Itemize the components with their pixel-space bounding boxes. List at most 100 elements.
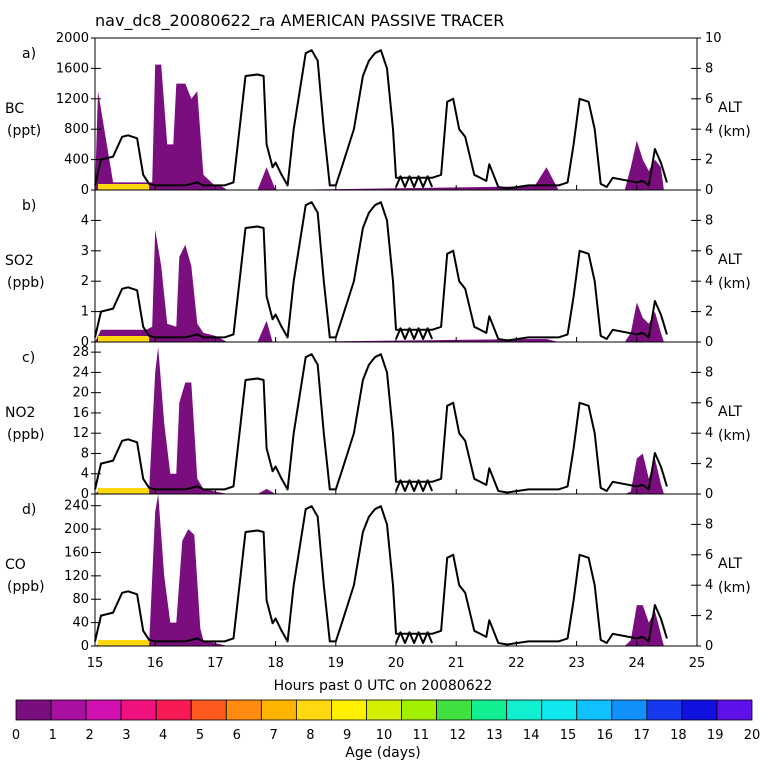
right-tick-label: 8 [705, 517, 713, 532]
panel-co: 0 40 80 120 160 200 240 0 2 4 6 8 d) CO (ppb) ALT (km) [5, 493, 751, 654]
left-tick-label: 28 [72, 345, 89, 360]
x-tick-label: 17 [207, 656, 224, 671]
right-tick-label: 2 [705, 609, 713, 624]
colorbar-swatch [225, 699, 262, 721]
age-band [98, 184, 150, 190]
panel-tag: c) [22, 350, 35, 366]
left-tick-label: 400 [64, 153, 89, 168]
colorbar-label: Age (days) [345, 745, 421, 761]
left-tick-label: 2 [81, 274, 89, 289]
colorbar-swatch [331, 699, 367, 721]
left-tick-label: 0 [81, 335, 89, 350]
right-tick-label: 6 [705, 548, 713, 563]
right-tick-label: 0 [705, 639, 713, 654]
age-band [98, 640, 150, 646]
left-tick-label: 12 [72, 426, 89, 441]
colorbar-swatch [401, 699, 437, 721]
x-tick-label: 16 [147, 656, 164, 671]
left-tick-label: 2000 [56, 31, 89, 46]
panel-tag: a) [22, 46, 36, 62]
colorbar-swatch [681, 699, 718, 721]
colorbar-tick: 2 [85, 728, 93, 743]
x-tick-labels: 15 16 17 18 19 20 21 22 23 24 25 [87, 656, 706, 671]
colorbar-swatch [260, 699, 297, 721]
chart-title: nav_dc8_20080622_ra AMERICAN PASSIVE TRA… [95, 11, 504, 31]
right-tick-label: 4 [705, 578, 713, 593]
x-tick-label: 24 [629, 656, 646, 671]
altitude-zigzag [395, 327, 434, 340]
x-tick-label: 23 [568, 656, 585, 671]
colorbar-tick: 16 [597, 728, 614, 743]
left-tick-label: 16 [72, 406, 89, 421]
right-axis-unit: (km) [718, 276, 751, 292]
colorbar-swatch [541, 699, 578, 721]
x-tick-label: 18 [267, 656, 284, 671]
colorbar-swatch [120, 699, 157, 721]
altitude-line [94, 201, 668, 342]
colorbar-swatch [85, 699, 122, 721]
right-tick-label: 8 [705, 61, 713, 76]
panel-group: 04008001200160020000246810a)BC(ppt)ALT(k… [5, 31, 751, 671]
left-tick-label: 4 [81, 467, 89, 482]
colorbar-swatch [190, 699, 227, 721]
colorbar-swatch [366, 699, 402, 721]
panel-species: BC [5, 101, 24, 117]
age-band [98, 488, 150, 494]
right-axis-label: ALT [718, 404, 742, 420]
panel-bc: 0 400 800 1200 1600 2000 0 2 4 6 8 10 a) BC (ppt) ALT (k… [5, 31, 751, 198]
altitude-line [94, 505, 668, 646]
left-tick-label: 0 [81, 639, 89, 654]
right-axis-label: ALT [718, 100, 742, 116]
colorbar-tick: 1 [49, 728, 57, 743]
colorbar-swatch [436, 699, 473, 721]
x-axis-label: Hours past 0 UTC on 20080622 [274, 678, 493, 694]
x-tick-label: 22 [508, 656, 525, 671]
colorbar-swatch [611, 699, 648, 721]
colorbar-tick: 12 [449, 728, 466, 743]
panel-species: CO [5, 557, 26, 573]
right-tick-label: 2 [705, 457, 713, 472]
colorbar-swatch [506, 699, 543, 721]
panel-unit: (ppb) [7, 275, 45, 291]
left-tick-label: 80 [72, 592, 89, 607]
right-tick-label: 0 [705, 487, 713, 502]
right-tick-label: 8 [705, 365, 713, 380]
right-tick-label: 10 [705, 31, 722, 46]
right-tick-label: 6 [705, 92, 713, 107]
colorbar-swatch [646, 699, 683, 721]
left-tick-label: 200 [64, 522, 89, 537]
colorbar-tick: 8 [306, 728, 314, 743]
left-tick-label: 1200 [56, 92, 89, 107]
panel-unit: (ppb) [7, 579, 45, 595]
tracer-area-bc [95, 64, 664, 190]
colorbar-tick: 13 [486, 728, 503, 743]
colorbar-tick: 10 [376, 728, 393, 743]
panel-tag: d) [22, 502, 36, 518]
x-tick-label: 15 [87, 656, 104, 671]
right-tick-label: 2 [705, 153, 713, 168]
right-tick-label: 2 [705, 305, 713, 320]
colorbar-tick: 7 [269, 728, 277, 743]
colorbar-swatch [15, 699, 52, 721]
panel-species: SO2 [5, 253, 34, 269]
colorbar-tick: 18 [670, 728, 687, 743]
left-tick-label: 800 [64, 122, 89, 137]
right-axis-unit: (km) [718, 580, 751, 596]
left-tick-label: 1 [81, 305, 89, 320]
colorbar-tick: 15 [560, 728, 577, 743]
age-band [98, 336, 150, 342]
colorbar-swatch [155, 699, 192, 721]
colorbar-swatch [50, 699, 87, 721]
tracer-area-no2 [95, 347, 664, 494]
altitude-zigzag [395, 631, 434, 644]
tracer-area-so2 [95, 229, 664, 342]
colorbar-tick: 5 [196, 728, 204, 743]
colorbar-swatch [295, 699, 332, 721]
left-tick-label: 4 [81, 213, 89, 228]
right-tick-label: 4 [705, 426, 713, 441]
left-tick-label: 0 [81, 487, 89, 502]
altitude-line [94, 353, 668, 494]
colorbar-tick: 17 [633, 728, 650, 743]
